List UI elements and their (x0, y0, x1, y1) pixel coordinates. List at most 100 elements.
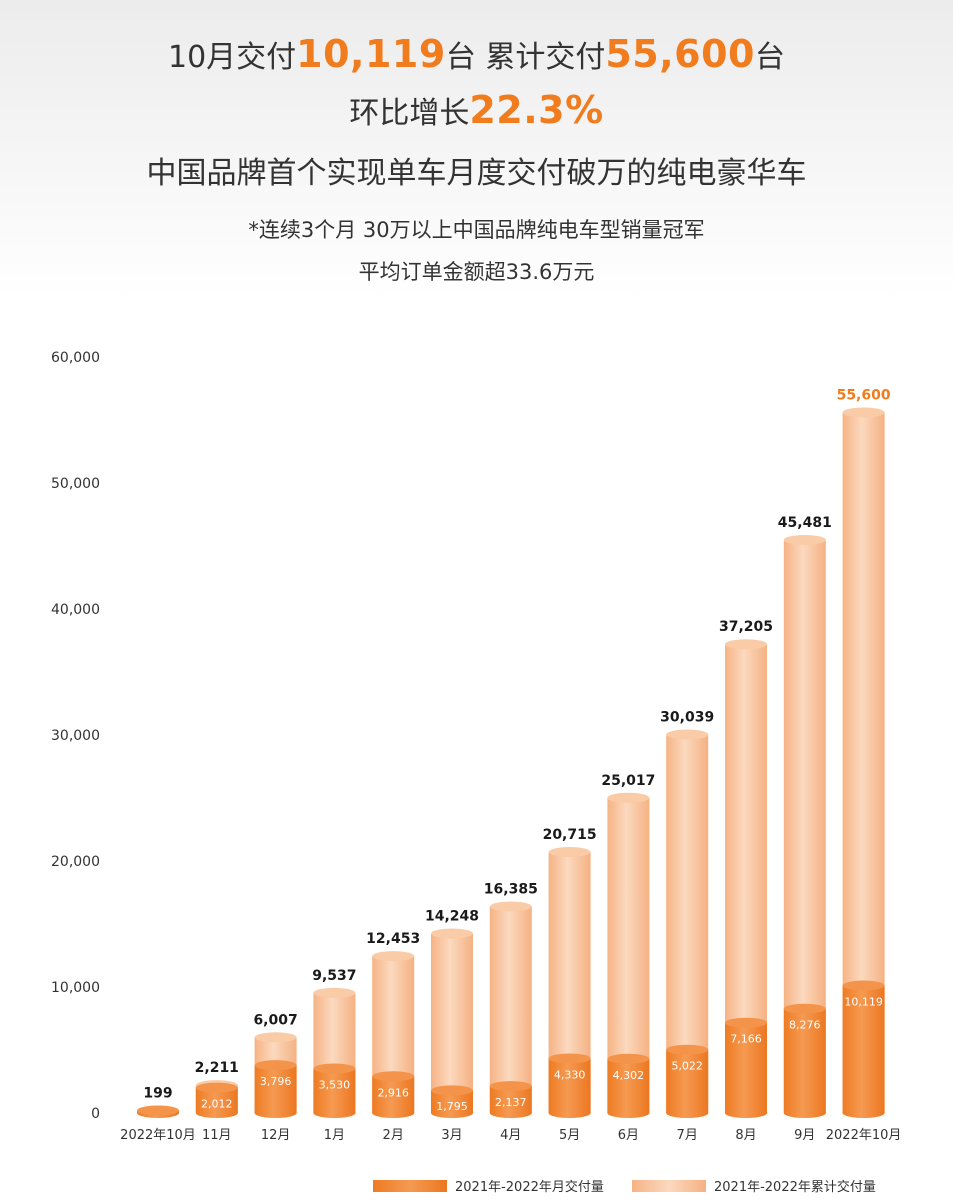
x-tick-label: 3月 (441, 1128, 462, 1143)
headline-line5: 平均订单金额超33.6万元 (358, 260, 595, 284)
legend-swatch-monthly (373, 1179, 447, 1192)
y-axis: 0 10,000 20,000 30,000 40,000 50,000 60,000 (51, 350, 100, 1122)
monthly-bar-base (607, 1108, 650, 1118)
monthly-bar-top (431, 1085, 473, 1096)
x-tick-label: 2022年10月 (120, 1128, 196, 1143)
monthly-bar-body (431, 1090, 473, 1113)
y-tick-label: 30,000 (51, 728, 100, 744)
bars-layer (137, 407, 885, 1118)
cumulative-value-label: 55,600 (837, 387, 891, 403)
monthly-bar-base (548, 1108, 591, 1118)
headline-line3: 中国品牌首个实现单车月度交付破万的纯电豪华车 (146, 156, 807, 191)
monthly-bar-top (666, 1044, 709, 1055)
growth-percent: 22.3% (469, 88, 604, 132)
monthly-value-label: 1,795 (436, 1100, 468, 1113)
growth-label: 环比增长 (349, 96, 470, 131)
x-tick-label: 5月 (559, 1128, 580, 1143)
monthly-bar (489, 1081, 532, 1118)
cumulative-value-label: 37,205 (719, 619, 773, 635)
monthly-bar (372, 1071, 415, 1118)
monthly-delivery-number: 10,119 (296, 32, 446, 76)
monthly-bar-body (313, 1068, 356, 1113)
cumulative-bar-top (666, 729, 709, 740)
monthly-value-label: 3,796 (260, 1075, 292, 1088)
monthly-bar-top (548, 1053, 591, 1064)
monthly-bar-base (195, 1108, 238, 1118)
legend-item-monthly: 2021年-2022年月交付量 (373, 1176, 604, 1196)
monthly-bar (254, 1060, 297, 1118)
x-tick-label: 4月 (500, 1128, 521, 1143)
monthly-bar-body (783, 1008, 826, 1113)
headline-line2: 环比增长22.3% (0, 88, 953, 132)
x-tick-label: 11月 (202, 1128, 232, 1143)
monthly-bar (607, 1053, 650, 1118)
x-tick-label: 7月 (677, 1128, 698, 1143)
legend-label-monthly: 2021年-2022年月交付量 (455, 1180, 604, 1195)
monthly-bar-body (666, 1049, 709, 1113)
monthly-bar-base (489, 1108, 532, 1118)
x-tick-label: 2月 (383, 1128, 404, 1143)
monthly-bar-base (842, 1108, 885, 1118)
cumulative-bar-top (489, 901, 532, 912)
monthly-bar-base (431, 1108, 473, 1118)
cumulative-value-label: 6,007 (253, 1012, 297, 1028)
x-tick-label: 6月 (618, 1128, 639, 1143)
monthly-bar-top (254, 1060, 297, 1071)
legend-item-cumulative: 2021年-2022年累计交付量 (632, 1176, 876, 1196)
monthly-bar-top (725, 1017, 767, 1028)
monthly-bar-top (489, 1081, 532, 1092)
y-tick-label: 50,000 (51, 476, 100, 492)
monthly-bar (195, 1082, 238, 1118)
x-tick-label: 12月 (261, 1128, 291, 1143)
monthly-bar-base (783, 1108, 826, 1118)
monthly-bar (313, 1063, 356, 1118)
monthly-bar-body (607, 1058, 650, 1113)
monthly-bar-body (254, 1065, 297, 1113)
cumulative-value-label: 9,537 (312, 968, 356, 984)
monthly-value-label: 3,530 (319, 1079, 351, 1092)
cumulative-bar-top (607, 792, 650, 803)
cumulative-bar-top (548, 846, 591, 857)
x-axis: 2022年10月 11月 12月 1月 2月 3月 4月 5月 6月 7月 8月 9月 2022年10月 (120, 1128, 901, 1143)
monthly-bar-base (254, 1108, 297, 1118)
x-tick-label: 2022年10月 (826, 1128, 902, 1143)
headline-line4: *连续3个月 30万以上中国品牌纯电车型销量冠军 (248, 218, 705, 242)
monthly-value-label: 4,330 (554, 1068, 586, 1081)
monthly-bar-base (313, 1108, 356, 1118)
y-tick-label: 40,000 (51, 602, 100, 618)
x-tick-label: 1月 (324, 1128, 345, 1143)
cumulative-value-label: 30,039 (660, 710, 714, 726)
y-tick-label: 20,000 (51, 854, 100, 870)
monthly-bar-top (842, 980, 885, 991)
monthly-bar-body (372, 1076, 415, 1113)
cumulative-bar-top (842, 407, 885, 418)
headline-line1-suffix: 台 (755, 40, 785, 75)
delivery-chart: 0 10,000 20,000 30,000 40,000 50,000 60,000 19… (51, 350, 901, 1143)
monthly-bar-body (725, 1022, 767, 1113)
y-tick-label: 10,000 (51, 980, 100, 996)
y-tick-label: 60,000 (51, 350, 100, 366)
monthly-bar-body (548, 1058, 591, 1113)
cumulative-value-label: 12,453 (366, 931, 420, 947)
cumulative-bar-body (489, 906, 532, 1113)
monthly-bar-top (137, 1105, 179, 1116)
monthly-value-label: 7,166 (730, 1033, 762, 1046)
monthly-value-label: 2,916 (377, 1086, 409, 1099)
monthly-bar (725, 1017, 767, 1118)
cumulative-bar-top (313, 987, 356, 998)
monthly-bar (666, 1044, 709, 1118)
y-tick-label: 0 (91, 1106, 100, 1122)
monthly-bar-top (783, 1003, 826, 1014)
monthly-bar-base (666, 1108, 709, 1118)
monthly-bar-top (372, 1071, 415, 1082)
legend-label-cumulative: 2021年-2022年累计交付量 (714, 1180, 876, 1195)
monthly-value-label: 2,012 (201, 1098, 233, 1111)
monthly-value-label: 5,022 (671, 1060, 703, 1073)
cumulative-value-label: 199 (143, 1085, 172, 1101)
cumulative-value-label: 14,248 (425, 908, 479, 924)
header-background (0, 0, 953, 300)
cumulative-value-label: 25,017 (601, 773, 655, 789)
x-tick-label: 8月 (735, 1128, 756, 1143)
cumulative-value-label: 20,715 (543, 827, 597, 843)
cumulative-bar-top (254, 1032, 297, 1043)
